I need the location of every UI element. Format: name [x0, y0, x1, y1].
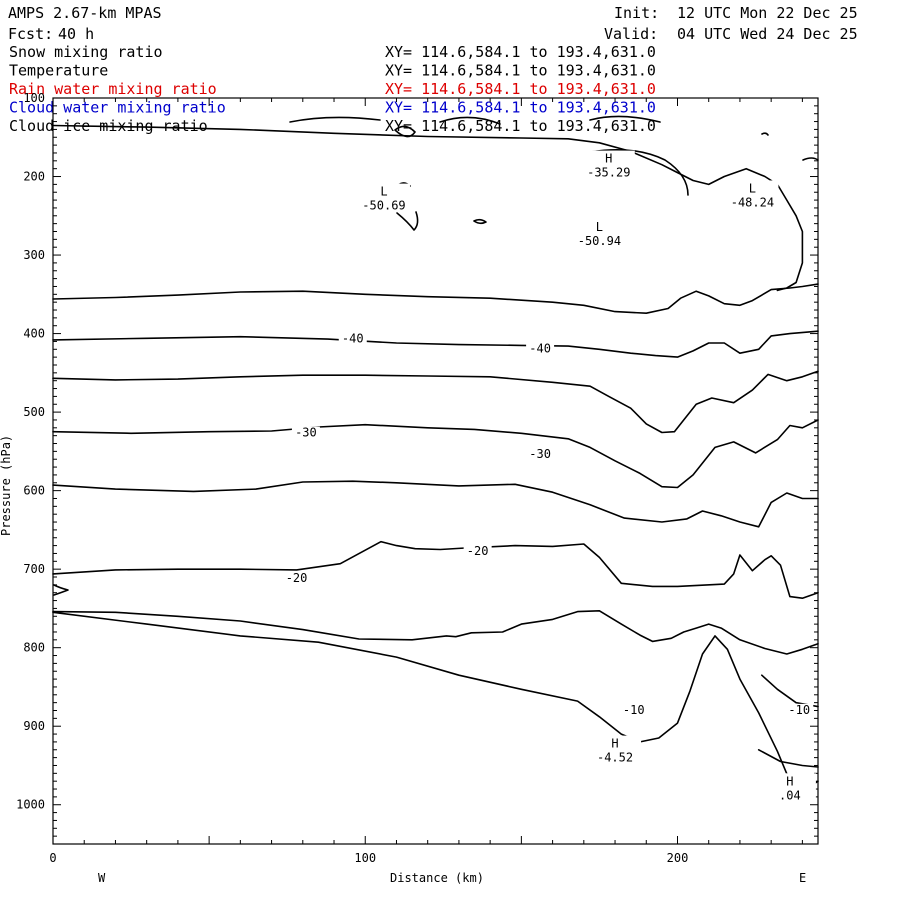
- y-tick-label: 500: [23, 405, 45, 419]
- legend-item-extent: XY= 114.6,584.1 to 193.4,631.0: [385, 99, 656, 117]
- y-tick-label: 200: [23, 170, 45, 184]
- extremum-value: -50.94: [578, 234, 621, 248]
- contour-line--30a: [52, 419, 819, 489]
- extremum-type: H: [786, 774, 793, 788]
- extremum-type: L: [749, 181, 756, 195]
- extremum-bg: [357, 183, 410, 212]
- contour-labels: -40 -40 -30 -30 -20 -20 -10 -10: [282, 331, 814, 717]
- legend-item-name: Temperature: [9, 62, 108, 80]
- closed-contour: [473, 218, 487, 225]
- y-tick-label: 900: [23, 719, 45, 733]
- legend-item-extent: XY= 114.6,584.1 to 193.4,631.0: [385, 62, 656, 80]
- legend-item-name: Cloud water mixing ratio: [9, 99, 226, 117]
- init-value: 12 UTC Mon 22 Dec 25: [677, 4, 858, 22]
- fcst-label: Fcst:: [8, 25, 53, 43]
- y-axis-title: Pressure (hPa): [0, 435, 13, 536]
- contour-line--40b: [52, 370, 819, 434]
- extremum-value: -4.52: [597, 751, 633, 765]
- temperature-contours: [52, 124, 819, 793]
- y-tick-label: 800: [23, 641, 45, 655]
- extremum-type: H: [611, 737, 618, 751]
- legend-item-extent: XY= 114.6,584.1 to 193.4,631.0: [385, 43, 656, 61]
- closed-contour: [802, 157, 819, 161]
- init-label: Init:: [614, 4, 659, 22]
- closed-contour: [289, 116, 381, 123]
- contour-value-label: -30: [295, 426, 317, 440]
- contour-label-bg: [526, 447, 555, 461]
- extremum-type: L: [380, 185, 387, 199]
- y-axis: 100 200 300 400 500 600 700 800 900 1000: [16, 91, 818, 845]
- legend-item-extent: XY= 114.6,584.1 to 193.4,631.0: [385, 80, 656, 98]
- y-tick-label: 400: [23, 327, 45, 341]
- extremum-type: L: [596, 220, 603, 234]
- extremum-type: H: [605, 152, 612, 166]
- legend-item-name: Rain water mixing ratio: [9, 80, 217, 98]
- closed-contour: [396, 211, 419, 231]
- contour-label-bg: [282, 571, 311, 585]
- y-tick-label: 300: [23, 248, 45, 262]
- y-tick-label: 700: [23, 562, 45, 576]
- legend-item-name: Snow mixing ratio: [9, 43, 163, 61]
- x-tick-label: 100: [354, 851, 376, 865]
- west-label: W: [98, 871, 106, 885]
- closed-contour: [53, 584, 69, 596]
- contour-value-label: -30: [529, 447, 551, 461]
- extremum-bg: [726, 180, 779, 209]
- extremum-value: -35.29: [587, 166, 630, 180]
- contour-line--20b: [52, 610, 819, 655]
- contour-value-label: -20: [286, 571, 308, 585]
- x-tick-label: 200: [667, 851, 689, 865]
- extrema-labels: H-35.29L-50.69L-50.94L-48.24H-4.52H.04: [357, 150, 816, 802]
- contour-label-bg: [526, 342, 555, 356]
- east-label: E: [799, 871, 806, 885]
- valid-value: 04 UTC Wed 24 Dec 25: [677, 25, 858, 43]
- y-tick-label: 1000: [16, 798, 45, 812]
- small-closed-contours: [53, 115, 819, 596]
- contour-label-bg: [291, 426, 320, 440]
- contour-value-label: -40: [342, 331, 364, 345]
- legend: Snow mixing ratio XY= 114.6,584.1 to 193.…: [9, 43, 656, 135]
- contour-line--40a: [52, 330, 819, 358]
- extremum-bg: [573, 218, 626, 247]
- x-axis: 0 100 200: [49, 98, 803, 865]
- contour-label-bg: [785, 703, 814, 717]
- extremum-value: .04: [779, 788, 801, 802]
- contour-label-bg: [463, 545, 492, 559]
- closed-contour: [589, 115, 661, 123]
- closed-contour: [439, 116, 501, 125]
- extremum-bg: [582, 150, 635, 179]
- closed-contour: [761, 132, 769, 136]
- x-axis-title: Distance (km): [390, 871, 484, 885]
- contour-value-label: -10: [788, 703, 810, 717]
- closed-contour: [394, 125, 416, 138]
- contour-value-label: -10: [623, 703, 645, 717]
- contour-line-tropopause-1: [52, 283, 819, 314]
- contour-value-label: -40: [529, 342, 551, 356]
- contour-line--10-lower-right: [757, 749, 819, 768]
- valid-label: Valid:: [604, 25, 658, 43]
- contour-value-label: -20: [467, 544, 489, 558]
- extremum-value: -48.24: [731, 195, 774, 209]
- y-tick-label: 600: [23, 484, 45, 498]
- extremum-bg: [763, 773, 816, 802]
- legend-item-extent: XY= 114.6,584.1 to 193.4,631.0: [385, 117, 656, 135]
- contour-line--20a: [52, 540, 819, 599]
- contour-label-bg: [338, 332, 367, 346]
- closed-contour: [589, 148, 689, 196]
- plot-frame: [52, 97, 819, 845]
- extremum-value: -50.69: [362, 199, 405, 213]
- contour-line--10: [52, 611, 819, 793]
- fcst-value: 40 h: [58, 25, 94, 43]
- contour-line-upper-contour: [52, 124, 804, 292]
- extremum-bg: [589, 735, 642, 764]
- contour-label-bg: [619, 703, 648, 717]
- x-tick-label: 0: [49, 851, 56, 865]
- y-tick-label: 100: [23, 91, 45, 105]
- model-title: AMPS 2.67-km MPAS: [8, 4, 162, 22]
- contour-line--30b: [52, 480, 819, 528]
